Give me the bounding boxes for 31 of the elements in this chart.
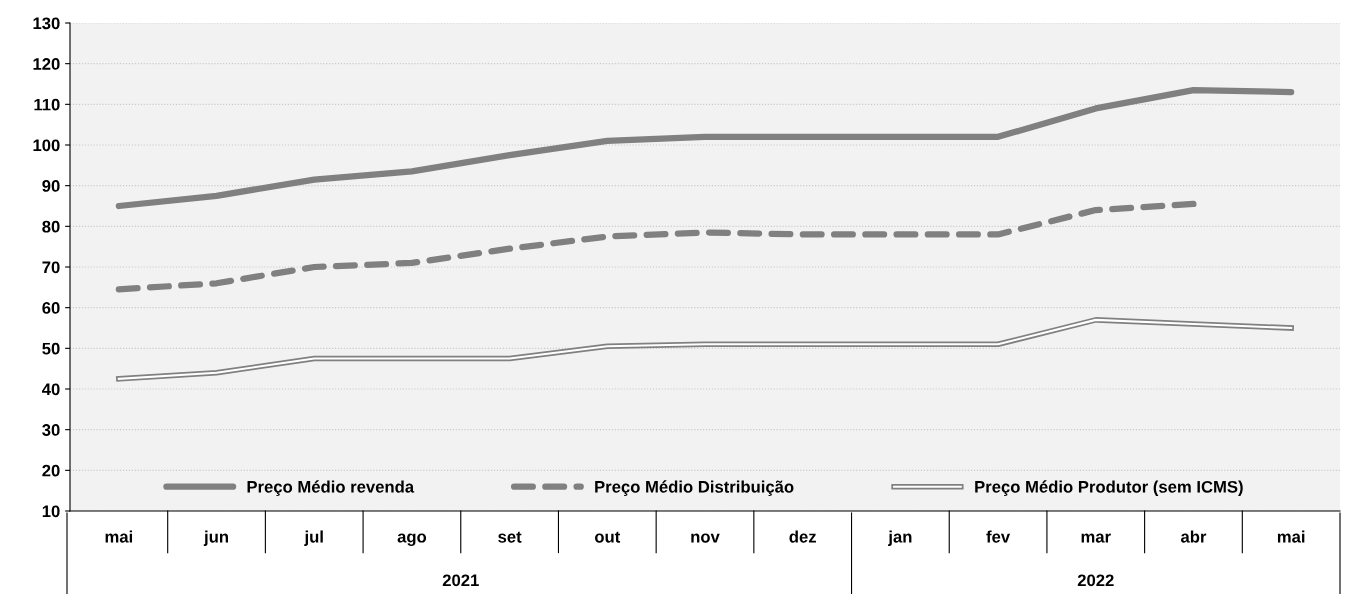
x-tick-label: ago <box>397 533 427 546</box>
y-tick-label: 110 <box>34 98 60 111</box>
y-tick-label: 120 <box>33 58 60 70</box>
y-tick-label: 70 <box>42 261 60 274</box>
x-tick-label: abr <box>1180 530 1207 543</box>
x-tick-label: fev <box>986 530 1011 543</box>
y-tick-label: 80 <box>42 220 60 233</box>
y-tick-label: 50 <box>42 342 60 355</box>
text: 2021 <box>442 574 479 587</box>
y-tick-label: 10 <box>42 505 60 518</box>
y-tick-label: 60 <box>42 302 60 314</box>
x-tick-label: jun <box>203 530 228 546</box>
x-tick-label: out <box>595 531 621 543</box>
y-tick-label: 20 <box>42 464 60 477</box>
text: 2022 <box>1077 574 1114 587</box>
x-tick-label: dez <box>789 530 816 543</box>
y-tick-label: 40 <box>41 383 60 396</box>
y-tick-label: 30 <box>42 424 60 436</box>
legend-label: Preço Médio Produtor (sem ICMS) <box>975 480 1243 496</box>
y-tick-label: 130 <box>33 17 60 30</box>
x-tick-label: nov <box>691 533 720 543</box>
x-tick-label: mar <box>1081 533 1111 543</box>
x-tick-label: jul <box>304 530 323 546</box>
x-tick-label: set <box>498 531 522 543</box>
y-tick-label: 100 <box>33 139 60 152</box>
y-tick-label: 90 <box>42 180 60 192</box>
legend-label: Preço Médio Distribuição <box>595 480 794 496</box>
x-tick-label: mai <box>105 530 133 543</box>
x-tick-label: jan <box>888 530 912 546</box>
x-tick-label: mai <box>1277 530 1305 543</box>
legend-label: Preço Médio revenda <box>247 480 415 496</box>
